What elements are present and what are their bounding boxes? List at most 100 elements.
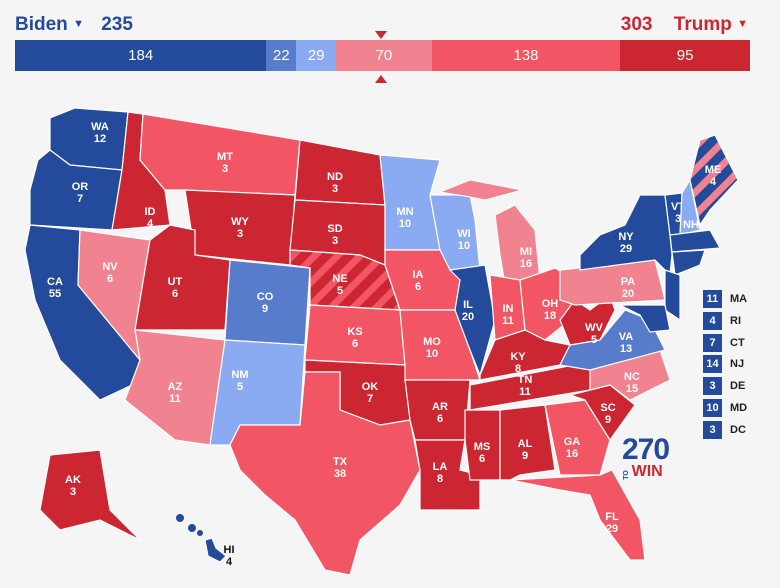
island-shape[interactable] xyxy=(188,524,196,532)
state-abbr: ND xyxy=(327,171,343,183)
trump-header[interactable]: 303 Trump ▼ xyxy=(621,14,748,36)
state-shape[interactable] xyxy=(509,469,646,561)
state-shape[interactable] xyxy=(494,204,541,286)
state-hi[interactable]: HI4 xyxy=(176,514,235,568)
state-mt[interactable]: MT3 xyxy=(139,113,301,196)
state-abbr: CA xyxy=(47,276,63,288)
electoral-votes-box[interactable]: 3 xyxy=(703,377,722,396)
bar-segment-safe_r: 95 xyxy=(620,40,750,71)
state-ms[interactable]: MS6 xyxy=(464,409,501,481)
state-ct[interactable] xyxy=(671,249,706,276)
state-shape[interactable] xyxy=(669,229,721,253)
state-shape[interactable] xyxy=(679,178,701,236)
state-shape[interactable] xyxy=(664,269,681,322)
state-ks[interactable]: KS6 xyxy=(304,304,406,366)
state-la[interactable]: LA8 xyxy=(414,439,481,511)
chevron-down-icon[interactable]: ▼ xyxy=(737,18,748,30)
state-shape[interactable] xyxy=(479,329,571,381)
state-shape[interactable] xyxy=(619,304,671,333)
trump-label[interactable]: Trump xyxy=(673,14,732,35)
midpoint-marker-top-icon xyxy=(375,31,387,39)
state-or[interactable]: OR7 xyxy=(29,149,123,231)
state-shape[interactable] xyxy=(559,309,666,371)
state-abbr: OK xyxy=(362,381,379,393)
state-ar[interactable]: AR6 xyxy=(404,379,471,441)
chevron-down-icon[interactable]: ▼ xyxy=(73,18,84,30)
state-shape[interactable] xyxy=(204,537,227,563)
state-abbr: CT xyxy=(730,336,745,349)
state-electoral-votes: 13 xyxy=(620,343,632,355)
island-shape[interactable] xyxy=(197,530,203,536)
state-abbr: GA xyxy=(564,436,581,448)
biden-header[interactable]: Biden ▼ 235 xyxy=(15,14,133,36)
electoral-votes-box[interactable]: 14 xyxy=(703,355,722,374)
electoral-votes-box[interactable]: 11 xyxy=(703,290,722,308)
state-electoral-votes: 10 xyxy=(399,218,411,230)
state-shape[interactable] xyxy=(544,399,611,476)
state-shape[interactable] xyxy=(414,439,481,511)
small-state-de[interactable]: 3 DE xyxy=(703,377,745,396)
state-ma[interactable] xyxy=(669,229,721,253)
state-abbr: DC xyxy=(730,423,746,436)
state-me[interactable]: ME4 xyxy=(689,134,739,227)
electoral-votes-box[interactable]: 7 xyxy=(703,333,722,352)
state-shape[interactable] xyxy=(569,349,671,401)
state-shape[interactable] xyxy=(559,259,666,306)
upper-peninsula-shape[interactable] xyxy=(438,179,523,201)
electoral-votes-box[interactable]: 4 xyxy=(703,311,722,330)
state-shape[interactable] xyxy=(134,224,231,331)
state-nm[interactable]: NM5 xyxy=(209,339,306,446)
state-shape[interactable] xyxy=(464,409,501,481)
state-vt[interactable]: VT3 xyxy=(664,192,685,236)
small-state-ct[interactable]: 7 CT xyxy=(703,333,745,352)
state-nj[interactable] xyxy=(664,269,681,322)
state-electoral-votes: 6 xyxy=(437,413,443,425)
state-al[interactable]: AL9 xyxy=(499,404,556,481)
state-shape[interactable] xyxy=(229,371,421,576)
state-ne[interactable]: NE5 xyxy=(289,249,401,311)
small-state-ma[interactable]: 11 MA xyxy=(703,290,747,308)
state-nd[interactable]: ND3 xyxy=(294,139,386,206)
state-shape[interactable] xyxy=(448,264,496,377)
electoral-votes-box[interactable]: 3 xyxy=(703,420,722,439)
state-shape[interactable] xyxy=(689,134,739,227)
state-ky[interactable]: KY8 xyxy=(479,329,571,381)
bar-segment-safe_d: 184 xyxy=(15,40,267,71)
state-abbr: HI xyxy=(224,544,235,556)
small-state-md[interactable]: 10 MD xyxy=(703,399,747,417)
state-md[interactable] xyxy=(619,304,671,333)
biden-label[interactable]: Biden xyxy=(15,14,68,35)
trump-total: 303 xyxy=(620,14,653,35)
state-abbr: ME xyxy=(705,164,722,176)
state-electoral-votes: 12 xyxy=(94,133,106,145)
state-shape[interactable] xyxy=(39,449,141,541)
state-ak[interactable]: AK3 xyxy=(39,449,141,541)
state-wy[interactable]: WY3 xyxy=(184,189,296,266)
state-electoral-votes: 3 xyxy=(222,163,228,175)
state-electoral-votes: 3 xyxy=(675,213,681,225)
electoral-votes-box[interactable]: 10 xyxy=(703,399,722,417)
small-state-dc[interactable]: 3 DC xyxy=(703,420,746,439)
island-shape[interactable] xyxy=(176,514,184,522)
state-shape[interactable] xyxy=(671,249,706,276)
state-abbr: AR xyxy=(432,401,448,413)
state-abbr: WV xyxy=(585,322,603,334)
state-co[interactable]: CO9 xyxy=(224,259,311,346)
small-state-nj[interactable]: 14 NJ xyxy=(703,355,744,374)
small-state-ri[interactable]: 4 RI xyxy=(703,311,741,330)
state-abbr: PA xyxy=(621,276,636,288)
state-ut[interactable]: UT6 xyxy=(134,224,231,331)
state-electoral-votes: 5 xyxy=(237,381,243,393)
